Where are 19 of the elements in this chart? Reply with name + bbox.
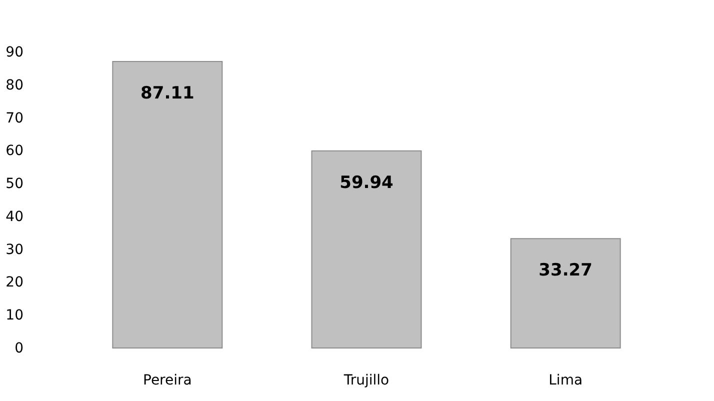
x-tick-label: Trujillo	[342, 372, 390, 388]
bar	[112, 61, 223, 348]
y-tick-label: 70	[6, 110, 24, 126]
y-tick-label: 20	[6, 274, 24, 291]
bar	[311, 150, 422, 348]
y-tick-label: 60	[6, 143, 24, 160]
y-tick-label: 90	[6, 44, 24, 60]
data-label: 33.27	[538, 260, 592, 281]
x-tick-label: Lima	[548, 372, 583, 388]
x-tick-label: Pereira	[143, 372, 192, 388]
y-tick-label: 50	[6, 176, 24, 192]
data-label: 59.94	[340, 172, 394, 193]
y-tick-label: 10	[6, 308, 24, 324]
y-tick-label: 40	[6, 208, 24, 225]
y-tick-label: 80	[6, 77, 24, 94]
y-tick-label: 30	[6, 242, 24, 258]
data-label: 87.11	[140, 84, 194, 104]
y-tick-label: 0	[14, 340, 24, 356]
bar	[510, 238, 621, 348]
